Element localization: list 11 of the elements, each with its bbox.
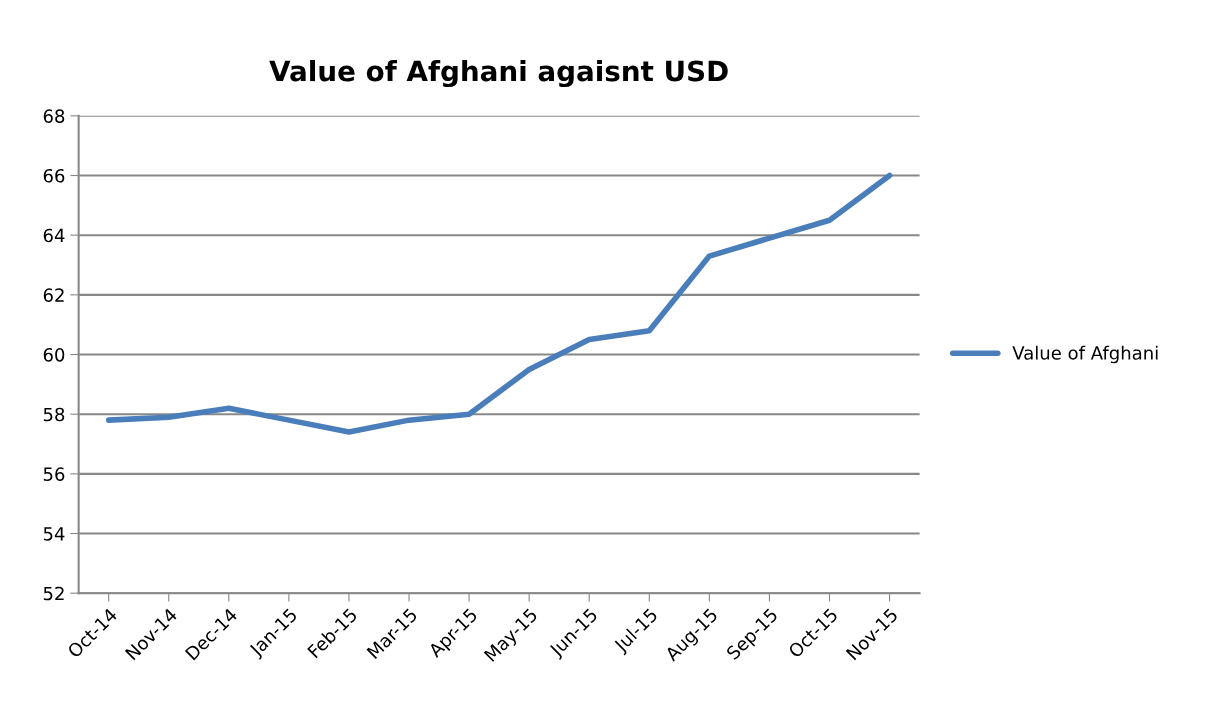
y-tick-label: 58 [43, 407, 65, 422]
y-tick-label: 62 [43, 288, 64, 302]
chart-title: Value of Afghani agaisnt USD [269, 60, 728, 88]
y-tick-label: 52 [43, 586, 64, 601]
y-tick-label: 56 [43, 467, 65, 481]
y-tick-label: 60 [43, 347, 65, 362]
legend-label: Value of Afghani [1012, 345, 1158, 364]
y-tick-label: 64 [43, 228, 65, 243]
y-tick-label: 68 [43, 109, 65, 123]
y-tick-label: 54 [43, 527, 65, 541]
y-tick-label: 66 [43, 168, 65, 183]
